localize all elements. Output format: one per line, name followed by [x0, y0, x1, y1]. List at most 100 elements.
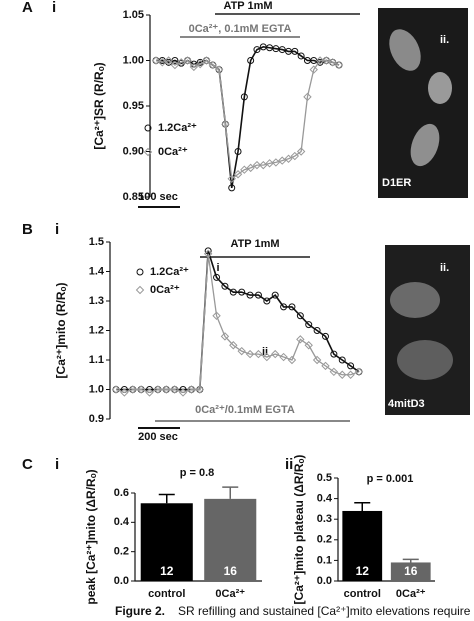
- marker: [354, 367, 364, 377]
- cell: [410, 123, 440, 167]
- bar-n-label: 16: [224, 564, 238, 578]
- marker: [338, 370, 347, 379]
- marker: [164, 56, 173, 65]
- marker: [195, 385, 205, 394]
- panel-subletter: i: [55, 456, 59, 473]
- marker: [296, 335, 305, 344]
- error-bar: [402, 558, 419, 563]
- marker: [253, 46, 261, 54]
- marker: [312, 355, 322, 365]
- x-tick-label: 0Ca²⁺: [396, 588, 426, 600]
- marker: [321, 361, 330, 371]
- marker: [145, 388, 154, 397]
- series-line: [115, 253, 360, 394]
- x-tick-label: control: [344, 588, 381, 600]
- marker: [238, 288, 246, 296]
- marker: [315, 56, 325, 65]
- bar: [390, 562, 431, 581]
- panel-letter: B: [22, 221, 33, 238]
- y-axis-label: peak [Ca²⁺]mito (ΔR/Rₒ): [84, 469, 98, 604]
- marker: [183, 56, 192, 65]
- y-tick-label: 1.3: [89, 295, 104, 307]
- marker: [111, 385, 121, 394]
- marker: [338, 356, 346, 364]
- marker: [263, 297, 271, 305]
- marker: [304, 341, 313, 350]
- marker: [246, 163, 255, 173]
- y-tick-label: 0.95: [123, 100, 144, 112]
- marker: [187, 385, 196, 394]
- marker: [321, 332, 329, 340]
- marker: [229, 288, 237, 296]
- x-tick-label: control: [148, 588, 185, 600]
- marker: [303, 92, 312, 102]
- marker: [270, 349, 280, 359]
- y-tick-label: 0.4: [317, 493, 333, 505]
- marker: [203, 249, 213, 259]
- legend-marker: [136, 268, 144, 276]
- marker: [237, 346, 246, 356]
- panel-letter: C: [22, 456, 33, 473]
- marker: [305, 321, 313, 329]
- cell: [389, 29, 421, 71]
- marker: [313, 327, 321, 334]
- y-tick-label: 0.4: [114, 516, 130, 528]
- marker: [265, 159, 274, 168]
- marker: [189, 62, 199, 72]
- cell: [397, 340, 453, 380]
- marker: [346, 370, 355, 379]
- y-tick-label: 1.1: [89, 354, 104, 366]
- y-tick-label: 1.00: [123, 54, 144, 66]
- marker: [279, 352, 288, 362]
- legend-label: 1.2Ca²⁺: [150, 266, 189, 278]
- legend-label: 1.2Ca²⁺: [158, 122, 197, 134]
- image-caption: 4mitD3: [388, 398, 425, 410]
- panel-subletter: i: [55, 221, 59, 238]
- marker: [271, 158, 281, 167]
- marker: [136, 385, 146, 394]
- annotation: 0Ca²⁺, 0.1mM EGTA: [189, 23, 292, 35]
- bar: [204, 498, 257, 581]
- marker: [290, 151, 300, 161]
- legend-marker: [143, 147, 153, 157]
- marker: [208, 60, 218, 70]
- marker: [329, 367, 339, 377]
- y-tick-label: 1.05: [123, 9, 144, 21]
- marker: [328, 58, 337, 67]
- y-tick-label: 1.5: [89, 236, 104, 248]
- panel-subletter: i: [52, 0, 56, 16]
- y-tick-label: 0.85: [123, 191, 144, 203]
- annotation: 100 sec: [138, 191, 178, 203]
- marker: [221, 282, 229, 290]
- y-axis-label: [Ca²⁺]mito (R/Rₒ): [54, 283, 68, 379]
- error-bar: [222, 486, 239, 499]
- bar: [342, 510, 383, 581]
- marker: [262, 352, 272, 362]
- marker: [228, 184, 236, 192]
- annotation: ATP 1mM: [223, 0, 272, 12]
- marker: [246, 291, 254, 299]
- marker: [212, 311, 221, 320]
- x-tick-label: 0Ca²⁺: [215, 588, 245, 600]
- marker: [178, 388, 188, 397]
- legend-label: 0Ca²⁺: [150, 284, 180, 296]
- marker: [280, 303, 288, 311]
- marker: [158, 58, 167, 67]
- y-tick-label: 0.6: [114, 487, 129, 499]
- y-axis-label: [Ca²⁺]mito plateau (ΔR/Rₒ): [292, 455, 306, 605]
- marker: [177, 58, 186, 67]
- marker: [240, 93, 248, 101]
- micrograph: [385, 245, 470, 415]
- marker: [277, 156, 287, 165]
- marker: [220, 332, 230, 341]
- marker: [259, 160, 268, 170]
- y-tick-label: 0.1: [317, 554, 332, 566]
- marker: [233, 170, 243, 179]
- marker: [234, 148, 242, 155]
- marker: [347, 362, 355, 370]
- marker: [214, 65, 224, 74]
- marker: [296, 147, 306, 156]
- annotation: p = 0.001: [367, 473, 414, 485]
- annotation: 0Ca²⁺/0.1mM EGTA: [195, 404, 295, 416]
